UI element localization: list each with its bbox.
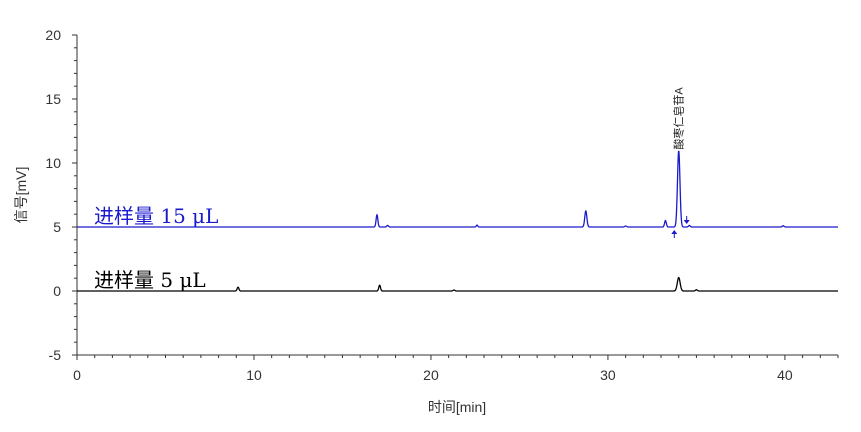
- y-tick-label: 15: [45, 91, 61, 107]
- series-label: 进样量 15 μL: [94, 204, 218, 228]
- axes: 0 10 20 30 40 -5 0 5 10 15 20: [45, 27, 839, 383]
- down-arrow-head: [683, 220, 690, 224]
- y-axis-title: 信号[mV]: [13, 167, 29, 224]
- y-tick-label: 0: [53, 283, 61, 299]
- x-axis-title: 时间[min]: [428, 399, 486, 415]
- up-arrow-head: [671, 230, 678, 234]
- x-tick-label: 40: [777, 367, 793, 383]
- x-tick-label: 0: [73, 367, 81, 383]
- y-tick-label: -5: [49, 347, 62, 363]
- x-tick-label: 10: [246, 367, 262, 383]
- y-tick-label: 20: [45, 27, 61, 43]
- peak-annotation: 酸枣仁皂苷A: [672, 87, 686, 150]
- y-tick-label: 5: [53, 219, 61, 235]
- series-label: 进样量 5 μL: [94, 268, 206, 292]
- series-line-black: [77, 276, 838, 292]
- y-tick-label: 10: [45, 155, 61, 171]
- annotations-group: 酸枣仁皂苷A: [671, 87, 690, 238]
- x-tick-label: 20: [423, 367, 439, 383]
- x-tick-label: 30: [600, 367, 616, 383]
- series-line-blue: [77, 150, 838, 228]
- series-group: 进样量 15 μL 进样量 5 μL: [77, 150, 838, 292]
